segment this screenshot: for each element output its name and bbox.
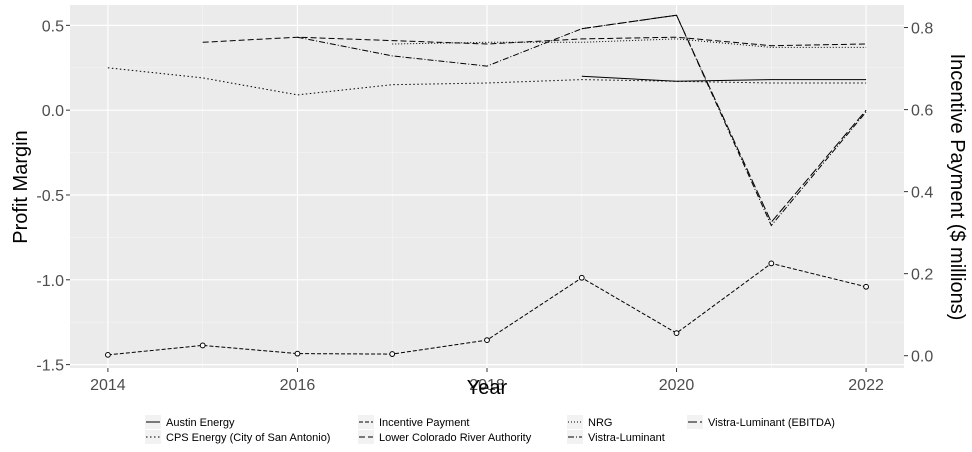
legend-label: NRG bbox=[588, 417, 612, 429]
data-point bbox=[389, 351, 396, 357]
axis-layer: 2014 2016 2018 2020 2022 -1.5 -1.0 -0.5 0.0 0.5 0.… bbox=[36, 18, 933, 394]
data-point bbox=[484, 337, 490, 344]
legend-label: Lower Colorado River Authority bbox=[379, 432, 532, 444]
y-right-tick-label: 0.0 bbox=[911, 349, 933, 366]
x-axis-label: Year bbox=[467, 377, 508, 399]
data-point bbox=[673, 330, 680, 337]
y-right-tick-label: 0.4 bbox=[911, 185, 933, 202]
series-line bbox=[202, 36, 867, 47]
y-left-tick-label: 0.5 bbox=[42, 18, 64, 35]
series-line bbox=[581, 14, 867, 224]
data-point bbox=[863, 283, 869, 290]
data-point bbox=[768, 260, 775, 267]
data-point bbox=[294, 350, 301, 357]
y-right-tick-label: 0.2 bbox=[911, 267, 933, 284]
legend-key-bg bbox=[358, 430, 374, 444]
y-right-tick-label: 0.8 bbox=[911, 21, 933, 38]
x-tick-label: 2016 bbox=[280, 377, 316, 394]
y-left-tick-label: -1.0 bbox=[36, 273, 64, 290]
y-left-tick-label: 0.0 bbox=[42, 103, 64, 120]
legend-label: Vistra-Luminant bbox=[588, 432, 665, 444]
x-tick-label: 2022 bbox=[848, 377, 884, 394]
data-point bbox=[199, 342, 206, 349]
data-point bbox=[105, 351, 111, 358]
x-tick-label: 2020 bbox=[659, 377, 695, 394]
legend-key-bg bbox=[145, 430, 161, 444]
data-point bbox=[578, 274, 585, 281]
y-left-tick-label: -1.5 bbox=[36, 358, 64, 375]
y-axis-left-label: Profit Margin bbox=[10, 130, 32, 243]
legend-key-bg bbox=[567, 430, 583, 444]
y-right-tick-label: 0.6 bbox=[911, 103, 933, 120]
y-left-tick-label: -0.5 bbox=[36, 188, 64, 205]
legend-label: Austin Energy bbox=[166, 417, 235, 429]
x-tick-label: 2014 bbox=[90, 377, 126, 394]
legend-label: Vistra-Luminant (EBITDA) bbox=[708, 417, 835, 429]
legend: Austin Energy CPS Energy (City of San Ant… bbox=[145, 415, 835, 444]
x-tick-label: 2018 bbox=[469, 377, 505, 394]
legend-label: Incentive Payment bbox=[379, 417, 470, 429]
series-line bbox=[581, 75, 867, 82]
series-line bbox=[297, 14, 867, 227]
grid-layer bbox=[70, 5, 904, 368]
y-axis-right-label: Incentive Payment ($ millions) bbox=[946, 54, 968, 321]
legend-label: CPS Energy (City of San Antonio) bbox=[166, 432, 330, 444]
series-layer bbox=[105, 14, 869, 358]
